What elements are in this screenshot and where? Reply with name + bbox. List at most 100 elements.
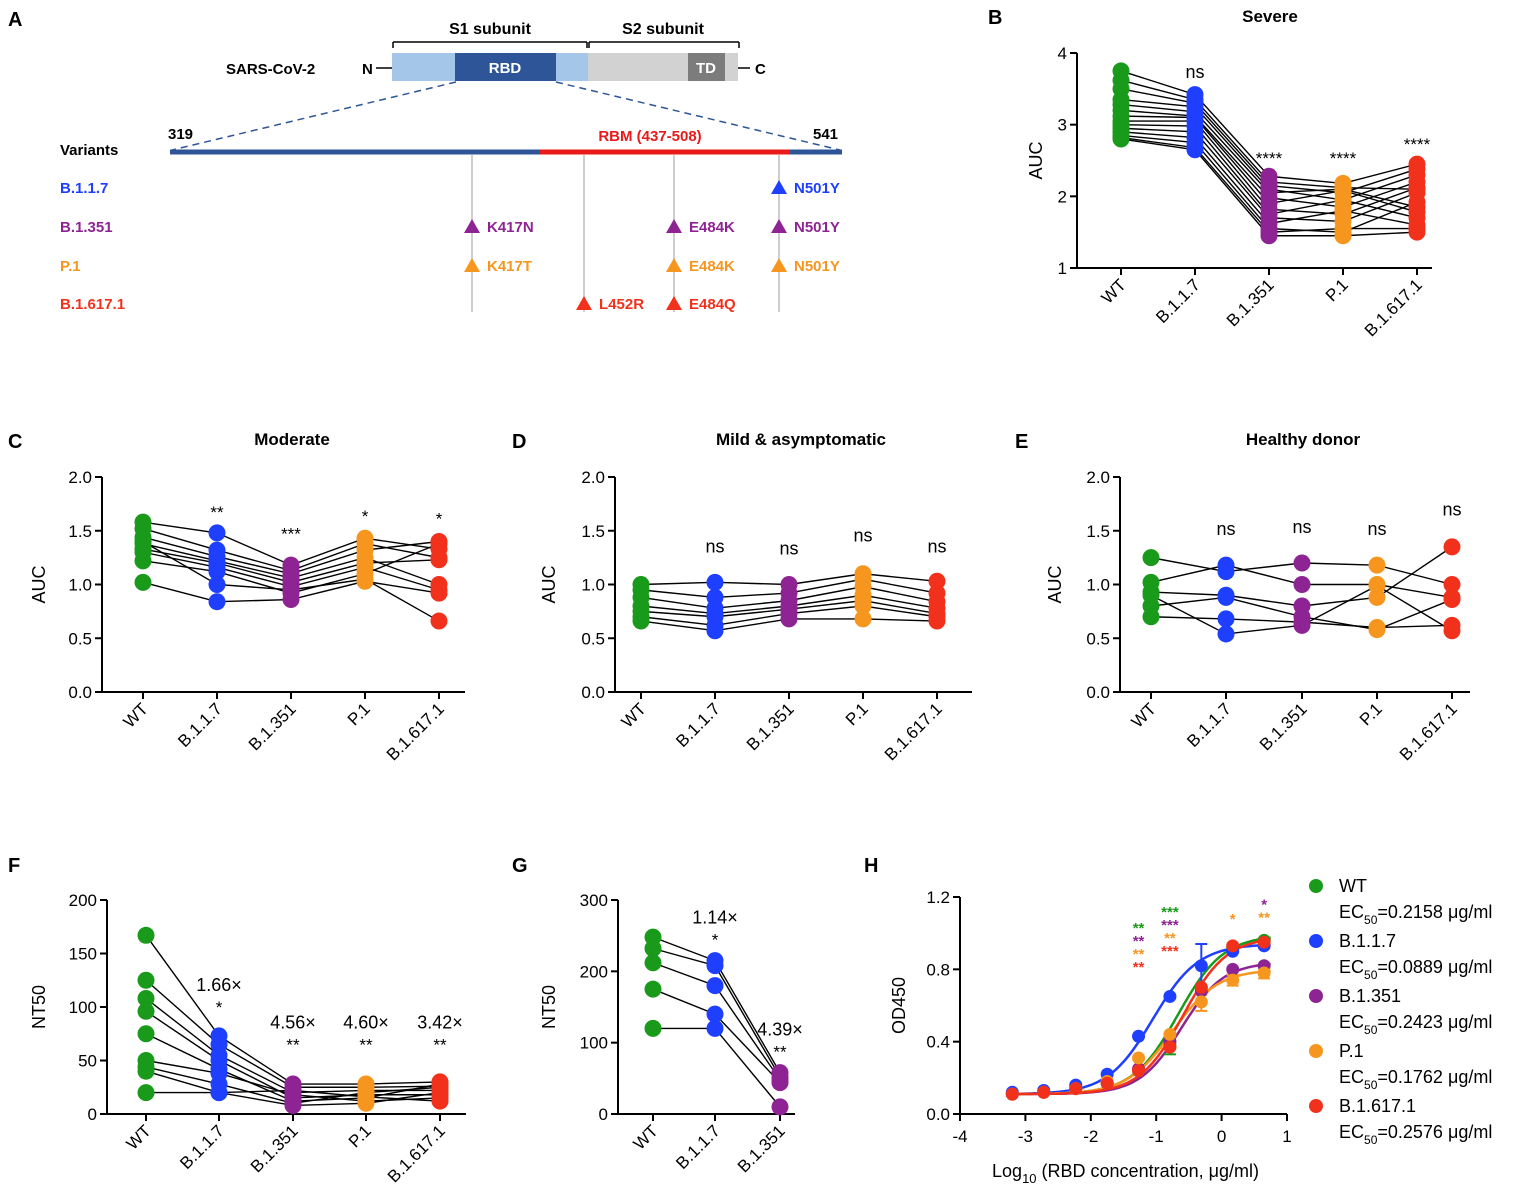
data-point xyxy=(1142,586,1160,604)
data-point xyxy=(1293,616,1311,634)
data-point xyxy=(357,1094,375,1112)
legend-marker xyxy=(1309,989,1323,1003)
x-tick-label: B.1.351 xyxy=(245,699,300,754)
data-point xyxy=(137,1062,155,1080)
significance-stars: *** xyxy=(1161,904,1179,921)
y-tick-label: 2 xyxy=(1058,187,1067,206)
x-tick-label: 0 xyxy=(1217,1127,1226,1146)
legend-ec50: EC50=0.2423 μg/ml xyxy=(1339,1012,1492,1037)
x-tick-label: B.1.617.1 xyxy=(1396,699,1461,764)
data-point xyxy=(1368,619,1386,636)
legend-series-name: B.1.617.1 xyxy=(1339,1096,1416,1116)
data-point xyxy=(1293,554,1311,572)
data-point xyxy=(1217,588,1235,606)
data-point xyxy=(1132,1051,1146,1065)
y-tick-label: 1.0 xyxy=(68,576,92,595)
significance-label: ** xyxy=(210,503,224,522)
x-tick-label: WT xyxy=(618,699,650,731)
mutation-layer: B.1.1.7 N501Y B.1.351 K417N E484K N501Y P.1 K41… xyxy=(60,155,840,313)
data-point xyxy=(137,989,155,1007)
significance-label: ns xyxy=(1185,62,1204,82)
x-tick-label: B.1.617.1 xyxy=(1361,275,1426,340)
x-tick-label: B.1.351 xyxy=(1256,699,1311,754)
y-tick-label: 0.5 xyxy=(1086,629,1110,648)
legend-series-name: WT xyxy=(1339,876,1367,896)
significance-stars: ** xyxy=(1133,946,1145,963)
y-tick-label: 1.5 xyxy=(1086,522,1110,541)
variant-label: B.1.1.7 xyxy=(60,180,108,197)
chart-title: Moderate xyxy=(254,430,330,449)
data-point xyxy=(430,551,448,569)
x-tick-label: WT xyxy=(123,1121,155,1153)
y-axis-label: AUC xyxy=(539,565,559,603)
data-point xyxy=(356,572,374,590)
data-point xyxy=(1112,130,1130,148)
significance-stars: *** xyxy=(1161,917,1179,934)
data-point xyxy=(644,940,662,958)
protein-label: SARS-CoV-2 xyxy=(226,61,315,78)
y-tick-label: 300 xyxy=(580,891,608,910)
data-point xyxy=(1142,608,1160,626)
mutation-label: N501Y xyxy=(794,219,840,236)
data-point xyxy=(208,563,226,581)
mutation-marker xyxy=(771,180,787,194)
significance-label: ns xyxy=(853,526,872,546)
td-domain xyxy=(688,53,725,81)
ec50-sub: 50 xyxy=(1364,1078,1378,1092)
td-label: TD xyxy=(696,60,716,77)
legend-marker xyxy=(1309,934,1323,948)
x-tick-label: B.1.1.7 xyxy=(176,1121,228,1173)
significance-label: ** xyxy=(286,1035,300,1054)
mutation-label: L452R xyxy=(599,296,644,313)
y-axis-label: AUC xyxy=(29,565,49,603)
y-tick-label: 2.0 xyxy=(1086,468,1110,487)
data-point xyxy=(928,612,946,630)
significance-label: 4.60× xyxy=(343,1012,389,1032)
data-point xyxy=(1293,576,1311,593)
data-point xyxy=(632,612,650,630)
data-point xyxy=(430,612,448,630)
variant-label: P.1 xyxy=(60,258,81,275)
x-tick-label: P.1 xyxy=(842,699,872,729)
significance-label: ns xyxy=(705,536,724,556)
ec50-sub: 50 xyxy=(1364,968,1378,982)
data-point xyxy=(1163,989,1177,1003)
x-tick-label: B.1.351 xyxy=(247,1121,302,1176)
data-point xyxy=(208,524,226,542)
data-point xyxy=(137,971,155,989)
significance-label: **** xyxy=(1256,149,1283,168)
data-point xyxy=(928,572,946,590)
significance-label: ** xyxy=(773,1043,787,1062)
data-point xyxy=(1163,1040,1177,1054)
data-point xyxy=(771,1074,789,1092)
data-point xyxy=(1408,223,1426,241)
panel-a-schematic: A S1 subunit S2 subunit SARS-CoV-2 N RBD… xyxy=(8,9,842,313)
rbm-label: RBM (437-508) xyxy=(598,128,701,145)
x-tick-label: B.1.351 xyxy=(743,699,798,754)
significance-label: **** xyxy=(1330,149,1357,168)
data-point xyxy=(1037,1085,1051,1099)
ec50-prefix: EC xyxy=(1339,1067,1364,1087)
mutation-marker xyxy=(771,219,787,233)
data-point xyxy=(208,593,226,611)
y-tick-label: 0.4 xyxy=(926,1033,950,1052)
x-tick-label: B.1.351 xyxy=(734,1121,789,1176)
y-tick-label: 1.5 xyxy=(581,522,605,541)
significance-label: ** xyxy=(433,1035,447,1054)
significance-label: * xyxy=(436,509,443,528)
x-axis-label: Log10 (RBD concentration, μg/ml) xyxy=(992,1161,1259,1186)
legend-series-name: B.1.1.7 xyxy=(1339,931,1396,951)
data-point xyxy=(134,573,152,591)
x-tick-label: P.1 xyxy=(1356,699,1386,729)
ec50-sub: 50 xyxy=(1364,913,1378,927)
data-point xyxy=(854,597,872,615)
data-point xyxy=(1005,1087,1019,1101)
variant-label: B.1.617.1 xyxy=(60,296,125,313)
data-point xyxy=(134,552,152,570)
panel-g-chart: G 0 100 200 300 NT50 WT B.1.1.7 B.1.351 1.14× * 4.3… xyxy=(512,855,803,1176)
data-point xyxy=(706,1019,724,1037)
x-tick-label: P.1 xyxy=(344,699,374,729)
y-axis-label: AUC xyxy=(1045,565,1065,603)
significance-label: ** xyxy=(359,1035,373,1054)
